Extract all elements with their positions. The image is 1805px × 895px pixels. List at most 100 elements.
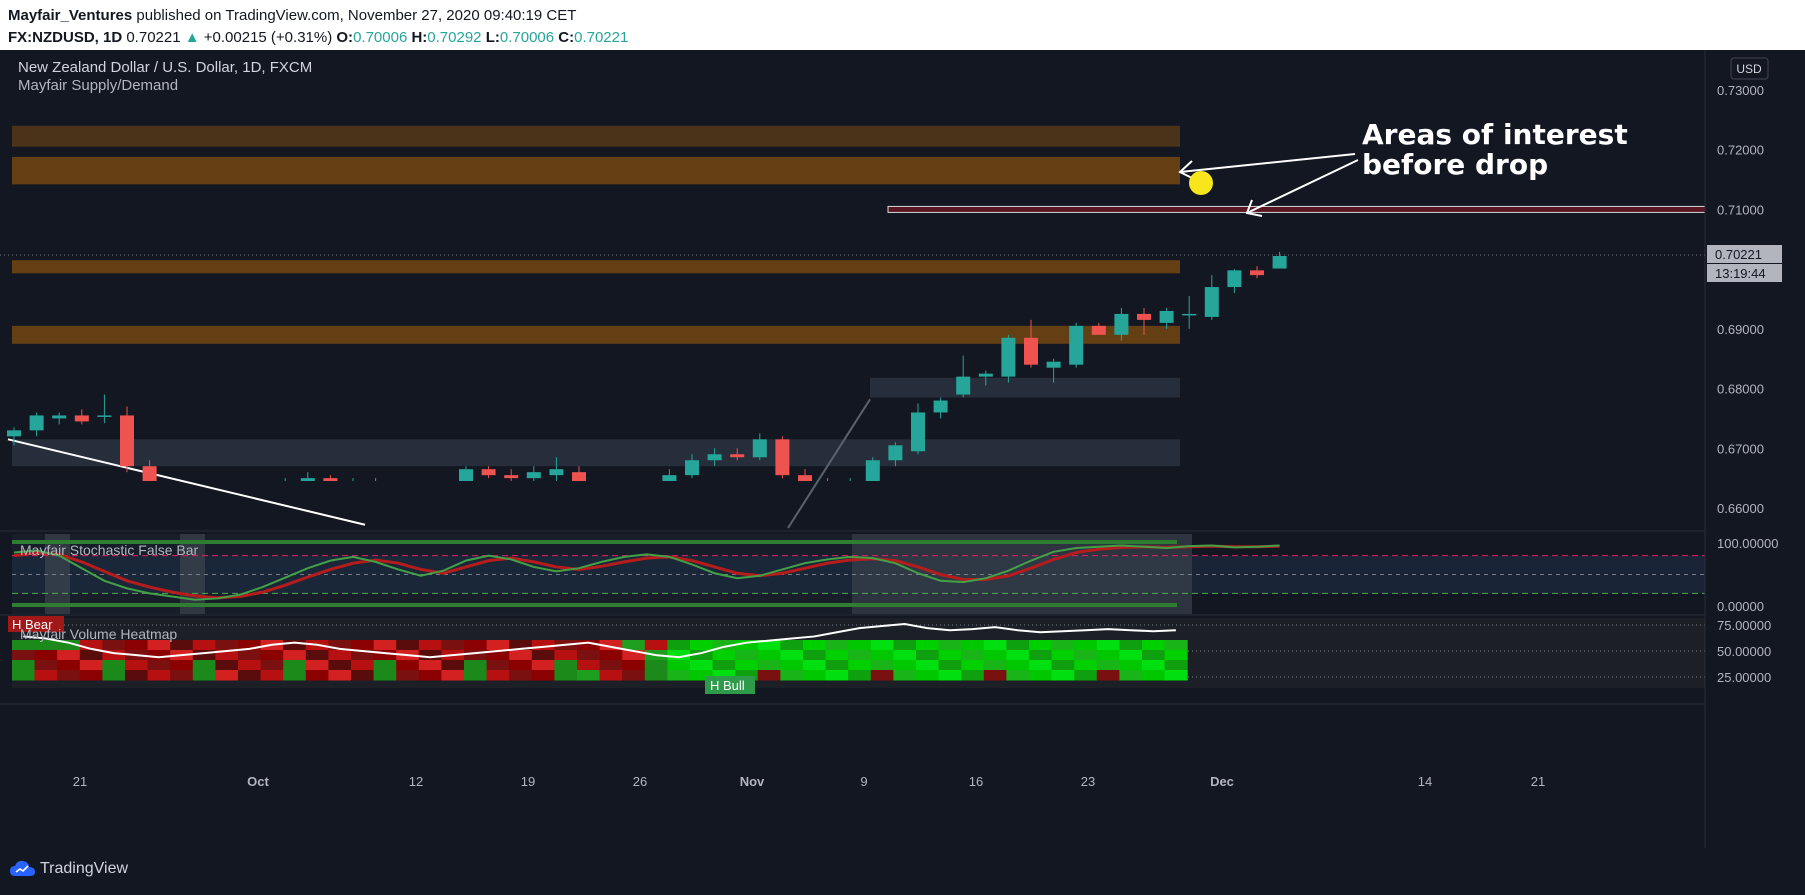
heat-cell	[690, 640, 714, 651]
heat-cell	[125, 670, 149, 681]
heat-cell	[803, 650, 827, 661]
candle-up	[956, 376, 971, 395]
candle-down	[481, 469, 496, 476]
countdown-tag-text: 13:19:44	[1715, 266, 1766, 281]
heat-cell	[961, 670, 985, 681]
tradingview-logo[interactable]: TradingView	[10, 860, 128, 878]
heat-cell	[554, 670, 578, 681]
heat-cell	[1074, 660, 1098, 671]
heat-cell	[418, 670, 442, 681]
candle-up	[1227, 270, 1242, 288]
heat-cell	[328, 650, 352, 661]
stochastic-pane[interactable]: 100.00000 0.00000	[12, 534, 1778, 614]
time-tick-label: Oct	[247, 774, 269, 789]
author-name[interactable]: Mayfair_Ventures	[8, 7, 133, 24]
annotation-line-1: Areas of interest	[1362, 118, 1628, 151]
heat-cell	[1096, 660, 1120, 671]
heat-cell	[622, 650, 646, 661]
candle-down	[1024, 337, 1038, 365]
heat-cell	[215, 650, 239, 661]
volume-heatmap-pane[interactable]: 75.00000 50.00000 25.00000	[12, 618, 1771, 688]
supply-zone	[12, 156, 1180, 185]
heat-cell	[780, 650, 804, 661]
chart-area[interactable]: New Zealand Dollar / U.S. Dollar, 1D, FX…	[0, 50, 1805, 848]
heat-cell	[780, 660, 804, 671]
heat-cell	[464, 660, 488, 671]
heat-cell	[803, 640, 827, 651]
heat-cell	[418, 660, 442, 671]
low-label: L:	[485, 29, 500, 46]
heat-cell	[351, 650, 375, 661]
candle-up	[911, 412, 925, 452]
heat-cell	[1119, 640, 1143, 651]
heat-cell	[1029, 670, 1053, 681]
heat-cell	[373, 650, 397, 661]
heat-cell	[577, 640, 601, 651]
currency-badge-label: USD	[1736, 62, 1762, 76]
heat-cell	[667, 640, 691, 651]
up-arrow-icon: ▲	[184, 29, 200, 46]
heat-cell	[938, 640, 962, 651]
heat-line	[23, 622, 1176, 659]
heat-cell	[441, 660, 465, 671]
h-bear-tag	[8, 616, 64, 632]
demand-zone	[870, 377, 1180, 398]
price-tick-label: 0.68000	[1717, 382, 1764, 397]
heat-tick-label: 50.00000	[1717, 644, 1771, 659]
heat-cell	[34, 670, 58, 681]
stoch-tick-label: 100.00000	[1717, 536, 1778, 551]
heat-cell	[1006, 660, 1030, 671]
heat-cell	[509, 640, 533, 651]
heat-cell	[125, 640, 149, 651]
heat-cell	[464, 650, 488, 661]
price-tick-label: 0.71000	[1717, 202, 1764, 217]
heat-cell	[1164, 640, 1188, 651]
candle-up	[52, 415, 67, 419]
countdown-tag	[1707, 264, 1782, 282]
heat-cell	[712, 640, 736, 651]
heat-cell	[486, 660, 510, 671]
heat-cell	[486, 650, 510, 661]
price-axis[interactable]: USD 0.730000.720000.710000.700000.690000…	[1717, 57, 1769, 516]
heat-cell	[192, 640, 216, 651]
heat-cell	[260, 650, 284, 661]
heat-cell	[283, 670, 307, 681]
heat-cell	[848, 650, 872, 661]
heat-cell	[531, 650, 555, 661]
heat-cell	[215, 670, 239, 681]
time-axis[interactable]: 21 Oct 12 19 26 Nov 9 16 23 Dec 14 21	[73, 774, 1545, 789]
heat-cell	[757, 670, 781, 681]
heat-cell	[599, 640, 623, 651]
heat-cell	[147, 670, 171, 681]
stoch-k-line	[13, 544, 1280, 601]
heat-cell	[102, 660, 126, 671]
candle-up	[1069, 325, 1084, 365]
heat-cell	[712, 670, 736, 681]
heat-cell	[34, 650, 58, 661]
arrow-head-1	[1178, 160, 1195, 180]
heat-cell	[735, 670, 759, 681]
candle-up	[7, 430, 21, 437]
heat-cell	[192, 650, 216, 661]
last-price-tag	[1707, 245, 1782, 263]
annotation: Areas of interest before drop	[1178, 118, 1628, 217]
heat-cell	[893, 670, 917, 681]
time-tick-label: 12	[409, 774, 423, 789]
heat-cell	[667, 660, 691, 671]
demand-zone	[12, 439, 1180, 467]
heat-cell	[1029, 660, 1053, 671]
candle-up	[549, 469, 564, 476]
heat-cell	[1074, 670, 1098, 681]
candle-up	[933, 400, 948, 413]
time-tick-label: 21	[1531, 774, 1545, 789]
close-value: 0.70221	[574, 29, 629, 46]
heat-cell	[983, 640, 1007, 651]
heat-cell	[870, 660, 894, 671]
heat-cell	[147, 650, 171, 661]
candle-up	[97, 415, 112, 417]
time-tick-label: 23	[1081, 774, 1095, 789]
heat-cell	[735, 640, 759, 651]
heat-cell	[79, 640, 103, 651]
heat-cell	[373, 660, 397, 671]
currency-badge[interactable]	[1730, 57, 1769, 80]
